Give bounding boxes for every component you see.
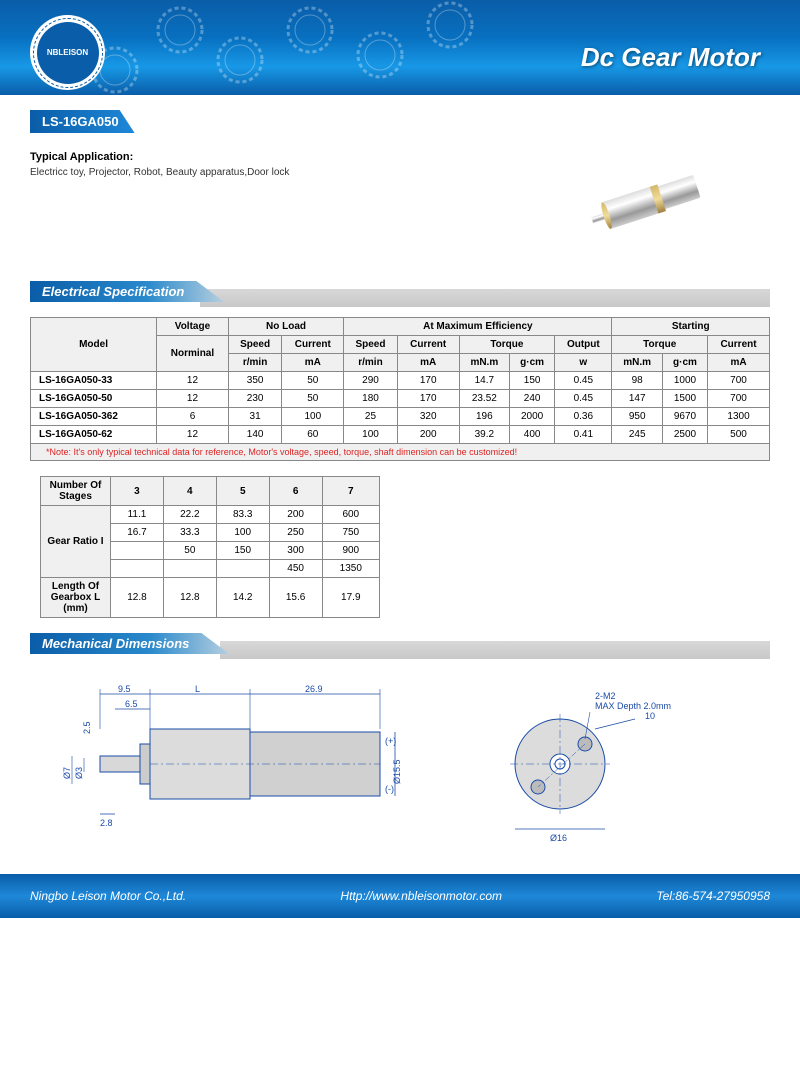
svg-text:9.5: 9.5: [118, 684, 131, 694]
spec-table: Model Voltage No Load At Maximum Efficie…: [30, 317, 770, 461]
th-ratio: Gear Ratio I: [41, 506, 111, 578]
model-cell: LS-16GA050-62: [31, 426, 157, 444]
svg-text:(+): (+): [385, 736, 396, 746]
header-banner: NBLEISON Dc Gear Motor: [0, 0, 800, 95]
spec-note: *Note: It's only typical technical data …: [31, 444, 770, 461]
th-model: Model: [31, 318, 157, 372]
svg-text:10: 10: [645, 711, 655, 721]
stage-val: 6: [269, 477, 322, 506]
footer-url: Http://www.nbleisonmotor.com: [340, 889, 502, 903]
th-voltage: Voltage: [157, 318, 229, 336]
stage-val: 4: [163, 477, 216, 506]
th-unit: g·cm: [510, 354, 555, 372]
model-cell: LS-16GA050-362: [31, 408, 157, 426]
model-tab: LS-16GA050: [30, 110, 135, 133]
svg-text:Ø15.5: Ø15.5: [392, 759, 402, 784]
th-speed: Speed: [228, 336, 282, 354]
svg-text:26.9: 26.9: [305, 684, 323, 694]
th-torque: Torque: [459, 336, 555, 354]
th-current: Current: [708, 336, 770, 354]
section-electrical: Electrical Specification: [30, 281, 224, 302]
th-maxeff: At Maximum Efficiency: [344, 318, 612, 336]
table-row: LS-16GA050-33123505029017014.71500.45981…: [31, 372, 770, 390]
th-length: Length Of Gearbox L (mm): [41, 578, 111, 618]
svg-text:2-M2: 2-M2: [595, 691, 616, 701]
th-unit: mA: [708, 354, 770, 372]
th-output: Output: [555, 336, 612, 354]
product-image: [580, 158, 730, 251]
th-current: Current: [282, 336, 344, 354]
svg-text:L: L: [195, 684, 200, 694]
svg-text:MAX Depth 2.0mm: MAX Depth 2.0mm: [595, 701, 671, 711]
footer: Ningbo Leison Motor Co.,Ltd. Http://www.…: [0, 874, 800, 918]
th-unit: mA: [397, 354, 459, 372]
th-unit: w: [555, 354, 612, 372]
stage-val: 7: [322, 477, 379, 506]
th-unit: g·cm: [662, 354, 707, 372]
th-nominal: Norminal: [157, 336, 229, 372]
th-unit: r/min: [228, 354, 282, 372]
company-logo: NBLEISON: [30, 15, 105, 90]
svg-text:Ø7: Ø7: [62, 767, 72, 779]
ratio-table: Number Of Stages 3 4 5 6 7 Gear Ratio I …: [40, 476, 380, 618]
th-torque: Torque: [612, 336, 708, 354]
th-unit: r/min: [344, 354, 398, 372]
model-cell: LS-16GA050-33: [31, 372, 157, 390]
footer-company: Ningbo Leison Motor Co.,Ltd.: [30, 889, 186, 903]
table-row: LS-16GA050-62121406010020039.24000.41245…: [31, 426, 770, 444]
svg-text:2.5: 2.5: [82, 721, 92, 734]
th-current: Current: [397, 336, 459, 354]
svg-text:6.5: 6.5: [125, 699, 138, 709]
svg-text:2.8: 2.8: [100, 818, 113, 828]
th-starting: Starting: [612, 318, 770, 336]
th-stages: Number Of Stages: [41, 477, 111, 506]
th-unit: mN.m: [459, 354, 509, 372]
section-mechanical: Mechanical Dimensions: [30, 633, 229, 654]
mechanical-drawing: 9.5 L 26.9 6.5 2.5 Ø7 Ø3 2.8 Ø15.: [30, 674, 770, 854]
banner-title: Dc Gear Motor: [581, 42, 760, 73]
th-noload: No Load: [228, 318, 343, 336]
stage-val: 3: [111, 477, 164, 506]
footer-tel: Tel:86-574-27950958: [656, 889, 770, 903]
svg-text:(-): (-): [385, 784, 394, 794]
model-cell: LS-16GA050-50: [31, 390, 157, 408]
logo-text: NBLEISON: [37, 22, 99, 84]
th-speed: Speed: [344, 336, 398, 354]
th-unit: mN.m: [612, 354, 662, 372]
table-row: LS-16GA050-3626311002532019620000.369509…: [31, 408, 770, 426]
svg-text:Ø16: Ø16: [550, 833, 567, 843]
svg-text:Ø3: Ø3: [74, 767, 84, 779]
stage-val: 5: [216, 477, 269, 506]
th-unit: mA: [282, 354, 344, 372]
table-row: LS-16GA050-50122305018017023.522400.4514…: [31, 390, 770, 408]
